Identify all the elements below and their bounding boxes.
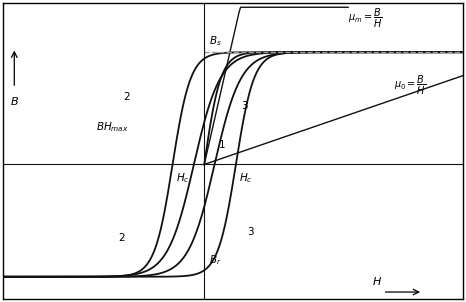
Text: B: B (10, 97, 18, 107)
Text: 1: 1 (219, 140, 225, 150)
Text: $B_r$: $B_r$ (209, 253, 221, 267)
Text: $H_c$: $H_c$ (176, 172, 189, 185)
Text: H: H (373, 277, 381, 287)
Text: 3: 3 (242, 101, 248, 111)
Text: 3: 3 (247, 226, 254, 236)
Text: 2: 2 (118, 233, 124, 243)
Text: $B_s$: $B_s$ (209, 34, 221, 48)
Text: 2: 2 (123, 92, 130, 102)
Text: $\mu_m = \dfrac{B}{H}$: $\mu_m = \dfrac{B}{H}$ (348, 8, 383, 31)
Text: $\mu_0 = \dfrac{B}{H}$: $\mu_0 = \dfrac{B}{H}$ (394, 74, 426, 97)
Text: $H_c$: $H_c$ (239, 172, 253, 185)
Text: $BH_{max}$: $BH_{max}$ (96, 120, 129, 134)
